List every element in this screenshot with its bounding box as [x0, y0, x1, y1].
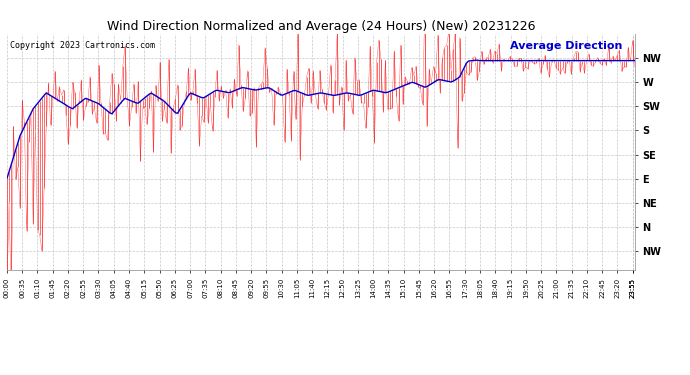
Text: Average Direction: Average Direction	[510, 41, 622, 51]
Text: Copyright 2023 Cartronics.com: Copyright 2023 Cartronics.com	[10, 41, 155, 50]
Title: Wind Direction Normalized and Average (24 Hours) (New) 20231226: Wind Direction Normalized and Average (2…	[106, 20, 535, 33]
